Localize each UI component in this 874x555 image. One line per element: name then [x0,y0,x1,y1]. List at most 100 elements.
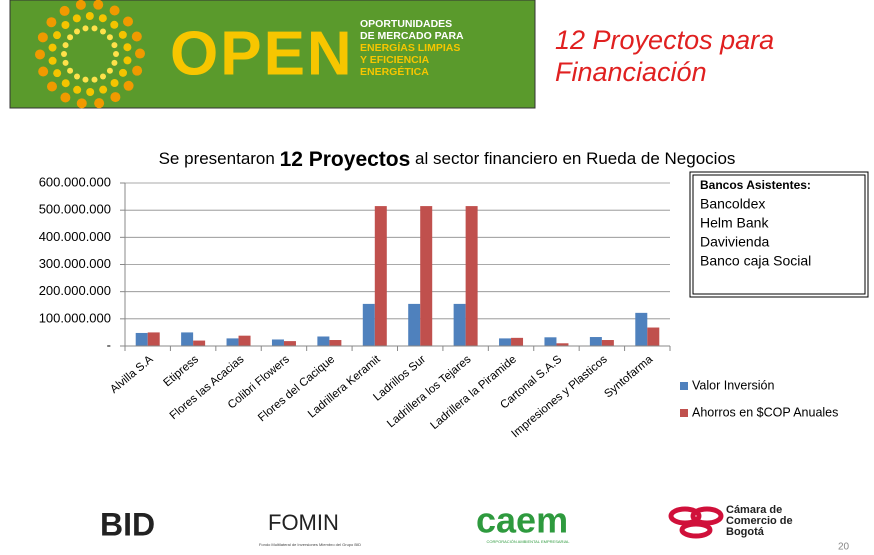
sun-dot [75,0,86,10]
bank-box-inner [692,174,866,295]
sun-dot [123,80,134,91]
sun-dot [111,42,118,49]
sun-dot [86,87,95,96]
bar [147,332,160,346]
sun-dot [37,32,48,43]
sun-dot [74,28,80,35]
camara-logo: Cámara de Comercio de Bogotá [726,505,793,538]
sun-dot [72,14,81,23]
bar [589,337,602,346]
x-tick-label: Alvilla S.A [108,353,156,396]
sun-dot [110,92,121,103]
y-tick-label: 200.000.000 [39,283,111,298]
legend-label: Valor Inversión [692,378,774,392]
footer: BID FOMIN Fondo Multilateral de Inversio… [100,500,850,553]
sun-dot [106,67,113,74]
y-tick-label: 500.000.000 [39,202,111,217]
bid-logo: BID [100,506,155,542]
banner [9,0,536,109]
legend-label: Ahorros en $COP Anuales [692,405,838,419]
sun-dot [132,65,143,76]
x-tick-label: Etipress [161,353,201,389]
logo-line: DE MERCADO PARA [360,30,464,42]
bar [329,340,342,346]
x-tick-label: Flores del Cacique [256,353,337,424]
y-tick-label: 100.000.000 [39,310,111,325]
bar [181,332,194,346]
camara-icon [668,506,724,539]
bar [408,303,421,346]
logo-line: Y EFICIENCIA [360,54,430,66]
sun-dot [38,66,49,77]
sun-dot [59,5,70,16]
x-tick-label: Ladrillera la Piramide [428,353,518,432]
bank-box-title: Bancos Asistentes: [700,178,811,192]
bar [511,337,524,346]
sun-dot [46,81,57,92]
bank-list: Bancoldex Helm Bank Davivienda Banco caja S… [700,196,811,269]
sun-dot [91,25,98,32]
sun-dot [85,12,94,21]
bank-item: Banco caja Social [700,253,811,269]
bar [362,303,375,346]
sun-dot [67,67,74,74]
subtitle-part: al sector financiero en Rueda de Negocio… [410,149,735,168]
bar [544,337,557,346]
sun-dot [48,43,57,52]
bar [499,338,512,346]
bar [317,336,330,346]
x-tick-label: Syntofarma [602,353,655,400]
sun-dot [62,42,69,49]
legend-swatch [680,409,688,417]
camara-wrap: Cámara de Comercio de Bogotá [726,505,793,538]
y-tick-label: 300.000.000 [39,256,111,271]
sun-dot [82,25,89,32]
sun-dot [111,59,118,66]
sun-dot [100,28,106,35]
caem-logo: caem [476,500,568,541]
fomin-logo: FOMIN [268,510,339,535]
caem-note: CORPORACIÓN AMBIENTAL EMPRESARIAL [487,539,571,544]
x-tick-label: Ladrillera los Tejares [385,353,474,430]
sun-dot [73,85,82,94]
logo-line: ENERGÍAS LIMPIAS [360,41,460,54]
sun-logo [35,0,145,109]
sun-dot [62,59,69,66]
bar [420,206,433,346]
bar [238,335,251,346]
sun-dot [110,78,119,87]
bar [226,338,239,346]
bar [135,332,148,346]
bank-item: Helm Bank [700,215,769,231]
bar [453,303,466,346]
y-tick-label: - [107,337,111,352]
sun-dot [82,76,89,83]
sun-dot [61,79,70,88]
x-tick-label: Flores las Acacias [168,353,247,422]
legend-swatch [680,382,688,390]
logo-line: OPORTUNIDADES [360,18,452,30]
subtitle-bold: 12 Proyectos [280,148,411,171]
sun-dot [109,5,120,16]
logo-text: OPEN [170,19,354,88]
sun-dot [53,69,62,78]
logo-line: ENERGÉTICA [360,65,429,78]
bar [647,327,660,346]
title-line: Financiación [555,57,707,87]
sun-dot [46,17,57,28]
bank-box [689,171,869,298]
sun-dot [100,73,106,80]
sun-dot [118,30,127,39]
sun-dot [123,43,132,52]
sun-dot [99,85,108,94]
sun-dot [94,98,105,109]
sun-dot [48,56,57,65]
bar [271,339,284,346]
sun-dot [123,16,134,27]
sun-dot [131,31,142,42]
bank-item: Bancoldex [700,196,765,212]
bar [465,206,478,346]
sun-dot [110,20,119,29]
